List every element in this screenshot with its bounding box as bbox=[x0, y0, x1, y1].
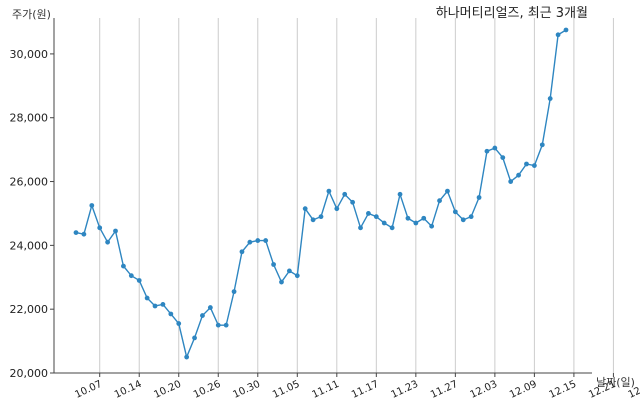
data-point bbox=[555, 32, 561, 38]
axes bbox=[50, 18, 614, 377]
data-point bbox=[326, 188, 332, 194]
data-point bbox=[508, 179, 514, 184]
data-point bbox=[286, 268, 292, 274]
data-point bbox=[231, 289, 237, 295]
x-tick-label: 10.20 bbox=[152, 379, 183, 401]
data-point bbox=[389, 225, 395, 231]
data-point bbox=[531, 163, 537, 168]
chart-title: 하나머티리얼즈, 최근 3개월 bbox=[436, 6, 588, 21]
data-point bbox=[223, 322, 229, 328]
data-point bbox=[255, 238, 261, 243]
data-point bbox=[168, 311, 174, 317]
data-point bbox=[73, 230, 79, 236]
data-point bbox=[128, 273, 134, 279]
x-tick-label: 10.26 bbox=[192, 379, 223, 401]
x-tick-label: 12.03 bbox=[469, 379, 500, 401]
x-tick-label: 10.07 bbox=[73, 379, 104, 401]
data-point bbox=[239, 249, 245, 255]
x-tick-label: 11.17 bbox=[350, 379, 381, 401]
data-point bbox=[334, 206, 340, 212]
data-point bbox=[366, 211, 371, 216]
x-tick-label: 11.05 bbox=[271, 379, 302, 401]
data-point bbox=[152, 303, 158, 309]
x-tick-label: 11.23 bbox=[390, 379, 421, 401]
price-line bbox=[75, 29, 567, 358]
y-tick-label: 26,000 bbox=[10, 176, 49, 189]
data-point bbox=[184, 354, 190, 360]
data-point bbox=[484, 148, 490, 154]
data-point bbox=[89, 203, 95, 208]
data-point bbox=[105, 239, 111, 245]
y-tick-label: 20,000 bbox=[10, 367, 49, 380]
data-point bbox=[144, 295, 150, 301]
data-point bbox=[421, 215, 427, 221]
y-tick-labels: 20,000 22,000 24,000 26,000 28,000 30,000 bbox=[10, 48, 49, 380]
data-point bbox=[263, 238, 269, 243]
x-tick-label: 10.30 bbox=[231, 379, 262, 401]
data-point bbox=[547, 96, 553, 101]
data-point bbox=[397, 191, 403, 197]
data-point bbox=[97, 225, 103, 231]
data-point bbox=[294, 273, 300, 279]
data-point bbox=[279, 279, 284, 285]
data-point bbox=[381, 220, 387, 226]
data-point bbox=[563, 27, 569, 33]
data-point bbox=[81, 231, 87, 237]
data-point bbox=[215, 322, 221, 328]
data-point bbox=[516, 172, 521, 178]
data-point bbox=[310, 217, 316, 223]
data-point bbox=[302, 206, 308, 212]
y-tick-label: 30,000 bbox=[10, 48, 49, 61]
x-tick-label: 12.09 bbox=[508, 379, 539, 401]
data-point bbox=[452, 209, 458, 215]
x-axis-label: 날짜(일) bbox=[596, 375, 635, 389]
data-point bbox=[445, 188, 450, 194]
data-point bbox=[460, 217, 466, 223]
y-axis-label: 주가(원) bbox=[12, 8, 51, 21]
data-point bbox=[113, 228, 118, 234]
y-tick-label: 24,000 bbox=[10, 239, 49, 252]
data-point bbox=[160, 301, 166, 307]
data-point bbox=[373, 214, 379, 220]
data-point bbox=[413, 220, 419, 226]
data-point bbox=[318, 214, 324, 220]
vertical-gridlines bbox=[99, 18, 614, 373]
data-point bbox=[539, 142, 545, 148]
data-point bbox=[192, 335, 197, 341]
data-point bbox=[405, 215, 411, 221]
data-point bbox=[358, 225, 363, 231]
x-tick-label: 11.11 bbox=[310, 379, 341, 401]
x-tick-label: 12.15 bbox=[548, 379, 579, 401]
x-tick-label: 10.14 bbox=[113, 379, 144, 401]
data-point bbox=[136, 278, 142, 283]
data-point bbox=[121, 263, 126, 269]
data-point bbox=[524, 161, 529, 167]
data-point bbox=[247, 239, 253, 245]
data-point bbox=[176, 321, 182, 326]
y-tick-label: 22,000 bbox=[10, 303, 49, 316]
price-series bbox=[73, 27, 569, 360]
data-point bbox=[476, 195, 482, 200]
data-point bbox=[492, 145, 498, 151]
data-point bbox=[350, 199, 356, 205]
data-point bbox=[207, 305, 213, 310]
data-point bbox=[429, 223, 435, 229]
data-point bbox=[437, 198, 442, 204]
data-point bbox=[500, 155, 506, 161]
data-point bbox=[271, 262, 276, 267]
y-tick-label: 28,000 bbox=[10, 112, 49, 125]
x-tick-labels: 10.07 10.14 10.20 10.26 10.30 11.05 11.11 11.17… bbox=[73, 379, 640, 401]
data-point bbox=[468, 214, 474, 220]
x-tick-label: 11.27 bbox=[429, 379, 460, 401]
data-point bbox=[200, 313, 205, 318]
data-point bbox=[342, 191, 348, 197]
